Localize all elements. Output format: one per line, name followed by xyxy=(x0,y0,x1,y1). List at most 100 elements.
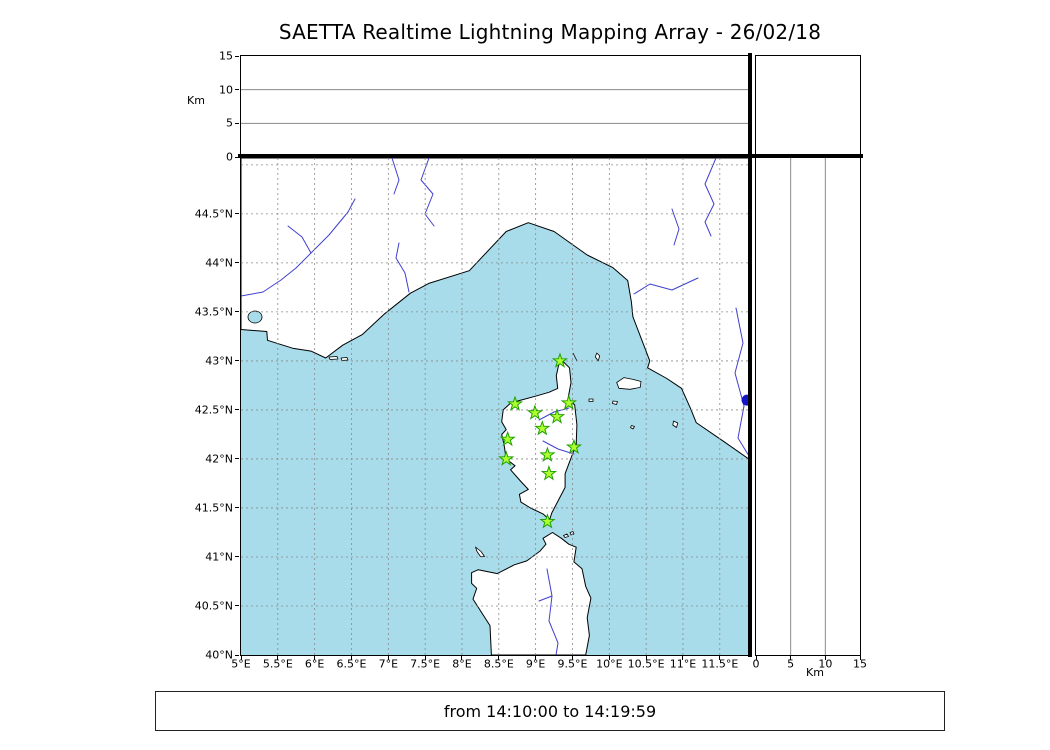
coastline-mainland xyxy=(240,157,751,461)
island-maddalena-2 xyxy=(569,531,575,536)
river-arno xyxy=(633,277,699,295)
island-montecristo xyxy=(630,425,635,430)
tick-mark xyxy=(235,122,239,124)
tick-mark xyxy=(682,656,684,660)
small-islands-group xyxy=(328,352,679,557)
station-marker xyxy=(560,394,577,410)
station-marker xyxy=(539,513,556,529)
station-marker xyxy=(551,352,569,368)
tick-mark xyxy=(235,55,239,57)
km-tick-label: 5 xyxy=(787,657,795,671)
island-elba xyxy=(616,377,642,390)
tick-mark xyxy=(235,262,239,264)
altitude-tick-label: 0 xyxy=(226,150,233,164)
tick-mark xyxy=(608,656,610,660)
altitude-tick-label: 5 xyxy=(226,116,233,130)
river-secchia xyxy=(671,208,680,246)
lat-tick-label: 40.5°N xyxy=(194,599,233,613)
lon-tick-label: 6.5°E xyxy=(336,657,367,671)
lat-tick-label: 42°N xyxy=(205,452,233,466)
lat-tick-label: 40°N xyxy=(205,648,233,662)
lon-tick-label: 11.5°E xyxy=(701,657,739,671)
lat-tick-label: 41°N xyxy=(205,550,233,564)
coastlines-group xyxy=(240,157,751,656)
tick-mark xyxy=(235,409,239,411)
island-asinara xyxy=(475,546,485,557)
island-speck xyxy=(588,398,594,402)
lat-tick-label: 43°N xyxy=(205,354,233,368)
lon-tick-label: 7.5°E xyxy=(410,657,441,671)
altitude-axis-label-right: Km xyxy=(806,666,824,679)
tick-mark xyxy=(824,656,826,660)
map-plot xyxy=(240,157,753,656)
island-porquerolles-1 xyxy=(328,356,339,360)
tick-mark xyxy=(235,89,239,91)
tick-mark xyxy=(235,605,239,607)
lon-tick-label: 7°E xyxy=(378,657,399,671)
lon-tick-label: 10.5°E xyxy=(627,657,665,671)
tick-mark xyxy=(235,507,239,509)
river-durance-branch xyxy=(287,225,312,254)
altitude-tick-label: 15 xyxy=(219,49,233,63)
altitude-axis-label-top: Km xyxy=(187,94,205,107)
tick-mark xyxy=(314,656,316,660)
station-marker xyxy=(539,446,556,462)
island-porquerolles-2 xyxy=(340,357,349,361)
stations-group xyxy=(498,352,583,529)
island-capraia xyxy=(594,352,601,362)
lon-tick-label: 8.5°E xyxy=(483,657,514,671)
tick-mark xyxy=(535,656,537,660)
lat-tick-label: 41.5°N xyxy=(194,501,233,515)
lon-tick-label: 8°E xyxy=(452,657,472,671)
tick-mark xyxy=(424,656,426,660)
island-maddalena-1 xyxy=(563,533,569,538)
island-giglio xyxy=(672,420,679,428)
station-marker xyxy=(526,404,544,420)
tick-mark xyxy=(350,656,352,660)
river-reno xyxy=(704,157,717,237)
river-po-tributary-2 xyxy=(391,157,400,195)
tick-mark xyxy=(235,458,239,460)
km-tick-label: 10 xyxy=(818,657,833,671)
river-po-tributary-1 xyxy=(420,157,435,227)
river-tiber-upper xyxy=(734,307,750,457)
divider-horizontal xyxy=(238,154,863,158)
station-marker xyxy=(548,408,566,424)
station-marker xyxy=(565,438,583,455)
tick-mark xyxy=(387,656,389,660)
tick-mark xyxy=(277,656,279,660)
tick-mark xyxy=(235,654,239,656)
river-sardinia-branch xyxy=(538,595,553,602)
km-tick-label: 0 xyxy=(752,657,760,671)
river-sardinia xyxy=(546,568,559,656)
lat-tick-label: 43.5°N xyxy=(194,305,233,319)
lon-tick-label: 9.5°E xyxy=(557,657,588,671)
altitude-longitude-plot xyxy=(241,89,750,124)
river-durance xyxy=(240,198,356,297)
station-marker xyxy=(506,395,524,411)
tick-mark xyxy=(571,656,573,660)
station-marker xyxy=(534,420,551,436)
time-range-box: from 14:10:00 to 14:19:59 xyxy=(155,691,945,731)
lon-tick-label: 10°E xyxy=(596,657,623,671)
lon-tick-label: 6°E xyxy=(304,657,325,671)
altitude-latitude-panel xyxy=(755,157,861,656)
river-var xyxy=(395,242,410,293)
station-marker xyxy=(499,430,516,447)
lat-tick-label: 42.5°N xyxy=(194,403,233,417)
tick-mark xyxy=(498,656,500,660)
lon-tick-label: 9°E xyxy=(525,657,546,671)
tick-mark xyxy=(790,656,792,660)
tick-mark xyxy=(719,656,721,660)
tick-mark xyxy=(240,656,242,660)
altitude-longitude-panel xyxy=(240,55,751,158)
km-tick-label: 15 xyxy=(853,657,867,671)
tick-mark xyxy=(755,656,757,660)
lon-tick-label: 5°E xyxy=(231,657,251,671)
lon-tick-label: 5.5°E xyxy=(262,657,293,671)
coastline-corsica xyxy=(501,359,578,521)
divider-vertical xyxy=(748,53,752,657)
map-panel xyxy=(240,157,753,656)
tick-mark xyxy=(461,656,463,660)
